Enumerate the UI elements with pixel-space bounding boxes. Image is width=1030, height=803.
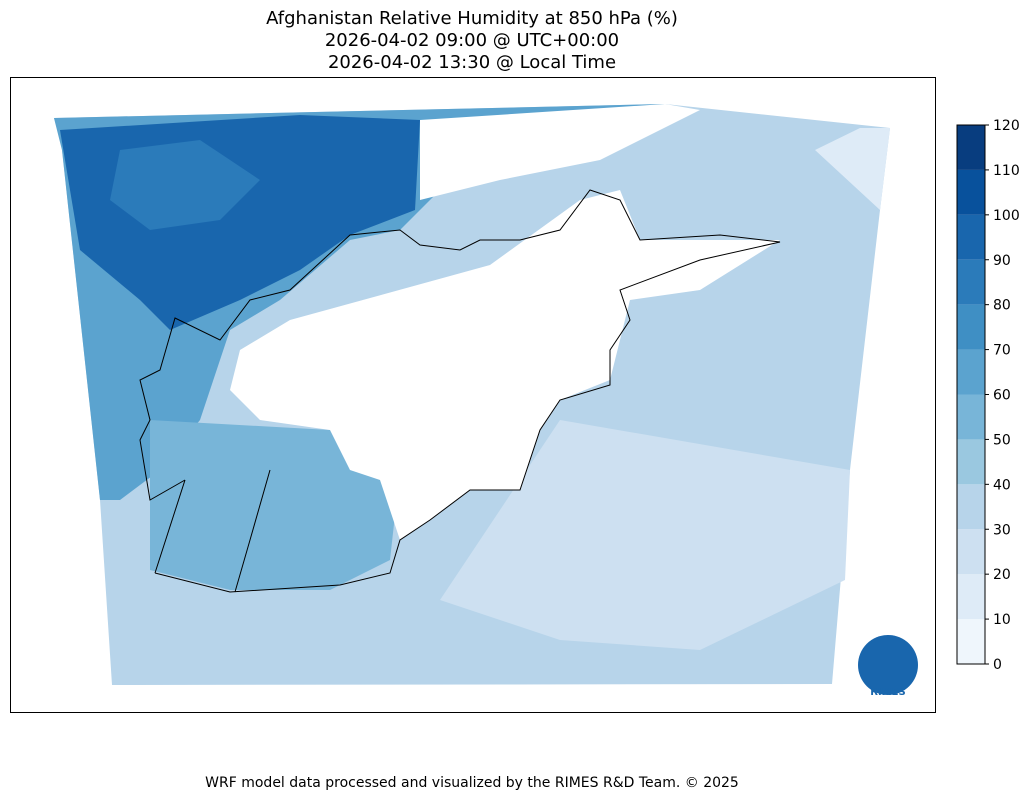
colorbar-segment <box>957 394 985 440</box>
humid-region <box>110 140 260 230</box>
colorbar-tick-label: 120 <box>993 118 1020 134</box>
colorbar-tick-label: 100 <box>993 208 1020 224</box>
humid-region <box>150 420 400 590</box>
colorbar-segment <box>957 529 985 575</box>
dry-area <box>230 190 780 540</box>
colorbar-segment <box>957 439 985 485</box>
colorbar-tick-label: 50 <box>993 432 1011 448</box>
colorbar-tick-label: 20 <box>993 567 1011 583</box>
logo-text: RIMES <box>870 687 905 698</box>
dry-area <box>420 104 700 200</box>
dry-region <box>440 420 850 650</box>
title-line: Afghanistan Relative Humidity at 850 hPa… <box>266 8 678 29</box>
footer: WRF model data processed and visualized … <box>205 775 739 791</box>
colorbar-tick-label: 0 <box>993 657 1002 673</box>
colorbar-tick-label: 60 <box>993 388 1011 404</box>
map: RIMES <box>54 104 918 698</box>
province-border <box>234 469 271 593</box>
colorbar: 0 10 20 30 40 50 60 70 80 90 100 110 120 <box>956 118 1020 673</box>
logo-circle <box>858 635 918 695</box>
colorbar-segment <box>957 214 985 260</box>
colorbar-segment <box>957 125 985 170</box>
colorbar-segment <box>957 349 985 395</box>
country-border <box>154 479 186 574</box>
colorbar-segment <box>957 259 985 305</box>
colorbar-tick-label: 40 <box>993 477 1011 493</box>
colorbar-tick-label: 90 <box>993 253 1011 269</box>
colorbar-tick-label: 30 <box>993 522 1011 538</box>
title-line: 2026-04-02 13:30 @ Local Time <box>328 52 616 73</box>
map-frame <box>10 77 936 713</box>
colorbar-segment <box>957 619 985 664</box>
colorbar-tick-label: 70 <box>993 343 1011 359</box>
colorbar-tick-label: 110 <box>993 163 1020 179</box>
colorbar-segment <box>957 484 985 530</box>
colorbar-tick-label: 10 <box>993 612 1011 628</box>
colorbar-tick-label: 80 <box>993 298 1011 314</box>
humid-region <box>815 128 890 210</box>
title-line: 2026-04-02 09:00 @ UTC+00:00 <box>325 30 619 51</box>
colorbar-segment <box>957 304 985 350</box>
country-border <box>139 189 781 593</box>
colorbar-segment <box>957 574 985 620</box>
colorbar-segment <box>957 169 985 215</box>
